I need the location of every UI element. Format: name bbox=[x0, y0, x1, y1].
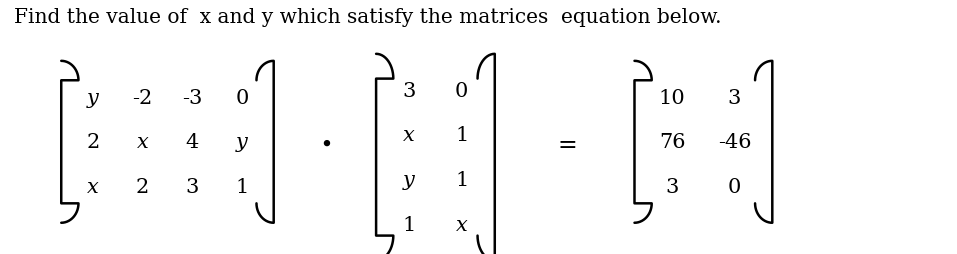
Text: x: x bbox=[403, 126, 415, 145]
Text: 0: 0 bbox=[235, 88, 249, 107]
Text: x: x bbox=[456, 215, 468, 234]
Text: 10: 10 bbox=[659, 88, 685, 107]
Text: -3: -3 bbox=[182, 88, 203, 107]
Text: 0: 0 bbox=[728, 177, 741, 196]
Text: $=$: $=$ bbox=[553, 130, 576, 154]
Text: 3: 3 bbox=[403, 81, 415, 100]
Text: 3: 3 bbox=[728, 88, 741, 107]
Text: y: y bbox=[87, 88, 99, 107]
Text: 3: 3 bbox=[186, 177, 199, 196]
Text: x: x bbox=[137, 133, 148, 152]
Text: y: y bbox=[403, 170, 415, 189]
Text: y: y bbox=[236, 133, 248, 152]
Text: x: x bbox=[87, 177, 99, 196]
Text: 2: 2 bbox=[86, 133, 100, 152]
Text: 76: 76 bbox=[659, 133, 685, 152]
Text: 1: 1 bbox=[456, 126, 468, 145]
Text: 0: 0 bbox=[456, 81, 468, 100]
Text: 3: 3 bbox=[666, 177, 679, 196]
Text: 1: 1 bbox=[235, 177, 249, 196]
Text: -2: -2 bbox=[132, 88, 153, 107]
Text: 1: 1 bbox=[456, 170, 468, 189]
Text: 2: 2 bbox=[136, 177, 149, 196]
Text: 4: 4 bbox=[186, 133, 199, 152]
Text: Find the value of  x and y which satisfy the matrices  equation below.: Find the value of x and y which satisfy … bbox=[14, 8, 722, 27]
Text: -46: -46 bbox=[718, 133, 751, 152]
Text: $\bullet$: $\bullet$ bbox=[319, 132, 331, 152]
Text: 1: 1 bbox=[403, 215, 415, 234]
